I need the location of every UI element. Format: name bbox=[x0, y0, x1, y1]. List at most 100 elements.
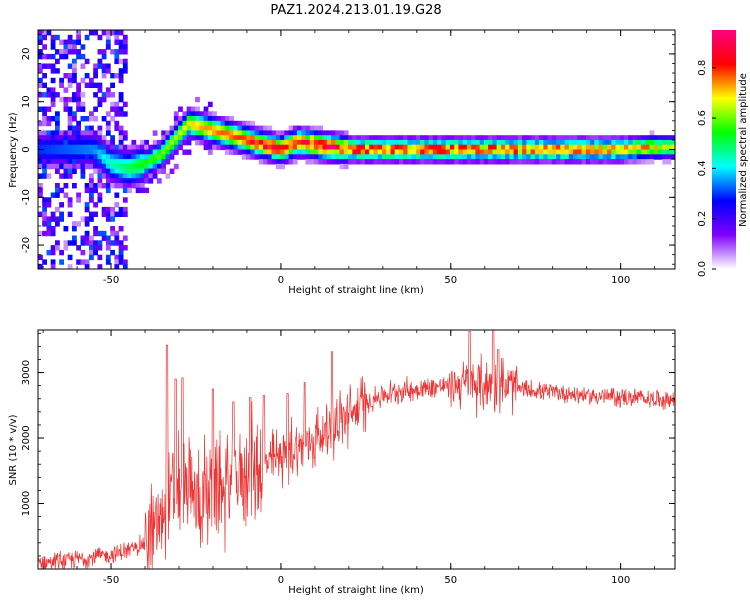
spectrogram-cell bbox=[309, 139, 315, 146]
spectrogram-cell bbox=[42, 116, 47, 122]
spectrogram-cell bbox=[89, 139, 94, 146]
spectrogram-cell bbox=[122, 245, 128, 251]
spectrogram-cell bbox=[72, 154, 77, 160]
spectrogram-cell bbox=[89, 77, 94, 84]
spectrogram-cell bbox=[216, 120, 222, 127]
spectrogram-cell bbox=[360, 159, 366, 165]
spectrogram-cell bbox=[59, 144, 64, 151]
spectrogram-cell bbox=[437, 149, 442, 155]
spectrogram-cell bbox=[505, 149, 510, 155]
spectrogram-cell bbox=[335, 135, 341, 141]
spectrogram-cell bbox=[573, 139, 578, 146]
spectrogram-cell bbox=[169, 168, 175, 174]
spectrogram-cell bbox=[76, 82, 81, 88]
spectrogram-cell bbox=[483, 159, 489, 165]
spectrogram-cell bbox=[76, 92, 81, 98]
spectrogram-cell bbox=[212, 125, 217, 131]
spectrogram-cell bbox=[144, 154, 149, 160]
spectrogram-cell bbox=[42, 154, 47, 160]
spectrogram-cell bbox=[80, 240, 86, 246]
spectrogram-cell bbox=[80, 44, 86, 50]
spectrogram-cell bbox=[666, 149, 672, 155]
spectrogram-cell bbox=[67, 139, 73, 146]
spectrogram-cell bbox=[432, 154, 438, 160]
spectrogram-cell bbox=[314, 130, 319, 136]
spectrogram-cell bbox=[416, 135, 421, 141]
spectrogram-cell bbox=[118, 58, 124, 65]
spectrogram-cell bbox=[89, 240, 94, 246]
spectrogram-cell bbox=[152, 163, 158, 170]
spectrogram-cell bbox=[216, 135, 222, 141]
spectrogram-cell bbox=[432, 159, 438, 165]
spectrogram-cell bbox=[492, 149, 498, 155]
spectrogram-cell bbox=[488, 159, 493, 165]
spectrogram-cell bbox=[105, 173, 111, 179]
spectrogram-cell bbox=[165, 130, 171, 136]
spectrogram-cell bbox=[67, 254, 73, 261]
spectrogram-cell bbox=[38, 139, 43, 146]
spectrogram-cell bbox=[284, 154, 290, 160]
spectrogram-cell bbox=[369, 135, 374, 141]
spectrogram-cell bbox=[348, 135, 353, 141]
spectrogram-cell bbox=[496, 159, 502, 165]
spectrogram-cell bbox=[101, 149, 107, 155]
spectrogram-cell bbox=[458, 154, 464, 160]
spectrogram-cell bbox=[76, 87, 81, 93]
spectrogram-cell bbox=[441, 154, 447, 160]
spectrogram-cell bbox=[110, 135, 115, 141]
spectrogram-cell bbox=[89, 235, 94, 241]
spectrogram-cell bbox=[649, 144, 655, 151]
spectrogram-cell bbox=[67, 149, 73, 155]
spectrogram-cell bbox=[432, 144, 438, 151]
spectrogram-cell bbox=[500, 144, 506, 151]
spectrogram-cell bbox=[97, 264, 103, 269]
spectrogram-cell bbox=[662, 135, 668, 141]
spectrogram-cell bbox=[38, 149, 43, 155]
spectrogram-cell bbox=[407, 149, 413, 155]
spectrogram-cell bbox=[38, 254, 43, 261]
spectrogram-cell bbox=[46, 92, 52, 98]
spectrogram-cell bbox=[437, 159, 442, 165]
spectrogram-cell bbox=[186, 106, 192, 112]
spectrogram-cell bbox=[513, 149, 519, 155]
spectrogram-cell bbox=[496, 135, 502, 141]
spectrogram-cell bbox=[152, 168, 158, 174]
spectrogram-cell bbox=[186, 120, 192, 127]
spectrogram-cell bbox=[173, 144, 179, 151]
spectrogram-cell bbox=[110, 106, 115, 112]
spectrogram-cell bbox=[369, 149, 374, 155]
spectrogram-cell bbox=[67, 154, 73, 160]
spectrogram-cell bbox=[156, 168, 162, 174]
spectrogram-cell bbox=[237, 135, 243, 141]
spectrogram-cell bbox=[377, 139, 383, 146]
spectrogram-cell bbox=[365, 154, 370, 160]
spectrogram-cell bbox=[38, 230, 43, 237]
spectrogram-cell bbox=[55, 34, 60, 41]
spectrogram-cells bbox=[38, 30, 675, 269]
spectrogram-cell bbox=[38, 30, 43, 36]
spectrogram-cell bbox=[369, 154, 374, 160]
spectrogram-cell bbox=[335, 130, 341, 136]
spectrogram-cell bbox=[122, 159, 128, 165]
spectrogram-cell bbox=[632, 159, 638, 165]
spectrogram-cell bbox=[67, 77, 73, 84]
spectrogram-cell bbox=[55, 154, 60, 160]
spectrogram-cell bbox=[67, 63, 73, 69]
spectrogram-cell bbox=[178, 139, 183, 146]
spectrogram-cell bbox=[670, 139, 675, 146]
spectrogram-cell bbox=[105, 235, 111, 241]
spectrogram-cell bbox=[114, 125, 120, 131]
spectrogram-cell bbox=[212, 120, 217, 127]
spectrogram-cell bbox=[615, 154, 621, 160]
spectrogram-cell bbox=[93, 240, 98, 246]
spectrogram-cell bbox=[403, 154, 408, 160]
spectrogram-cell bbox=[390, 139, 396, 146]
spectrogram-cell bbox=[585, 144, 591, 151]
spectrogram-cell bbox=[598, 149, 604, 155]
spectrogram-cell bbox=[619, 144, 625, 151]
spectrogram-cell bbox=[314, 149, 319, 155]
spectrogram-cell bbox=[97, 149, 103, 155]
spectrogram-cell bbox=[462, 154, 468, 160]
spectrogram-cell bbox=[50, 149, 56, 155]
spectrogram-cell bbox=[76, 154, 81, 160]
